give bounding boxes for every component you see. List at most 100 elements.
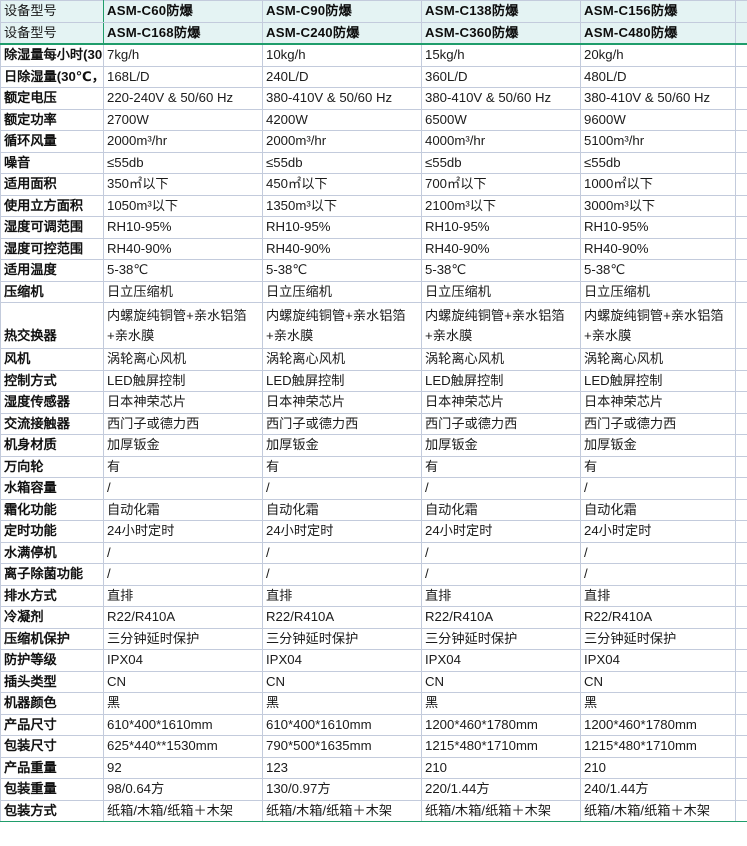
row-value-cell-2: 1350m³以下	[262, 194, 422, 217]
row-value-cell-2: 西门子或德力西	[262, 412, 422, 435]
row-value-cell-2: /	[262, 541, 422, 564]
row-value-cell-1: 西门子或德力西	[103, 412, 263, 435]
row-value-cell-2: 4200W	[262, 108, 422, 131]
row-value-cell-3: RH10-95%	[421, 216, 581, 239]
row-value-cell-4: 内螺旋纯铜管+亲水铝箔+亲水膜	[580, 302, 736, 349]
row-value-cell-1: 黑	[103, 692, 263, 715]
row-value-cell-1: ≤55db	[103, 151, 263, 174]
row-value-cell-3: 6500W	[421, 108, 581, 131]
row-value-cell-1: /	[103, 563, 263, 586]
row-value-cell-2: 24小时定时	[262, 520, 422, 543]
table-body: 设备型号 ASM-C60防爆 ASM-C90防爆 ASM-C138防爆 ASM-C156…	[0, 0, 747, 822]
row-value-cell-5	[735, 455, 747, 478]
table-row: 风机 涡轮离心风机 涡轮离心风机 涡轮离心风机 涡轮离心风机	[0, 348, 747, 371]
row-label-cell: 离子除菌功能	[0, 563, 104, 586]
row-label-cell: 包装尺寸	[0, 735, 104, 758]
row-value-cell-5	[735, 563, 747, 586]
row-value-cell-4: 480L/D	[580, 65, 736, 88]
table-row: 额定电压 220-240V & 50/60 Hz 380-410V & 50/60 …	[0, 87, 747, 110]
row-value-cell-5	[735, 584, 747, 607]
row-value-cell-2: 790*500*1635mm	[262, 735, 422, 758]
row-value-cell-1: R22/R410A	[103, 606, 263, 629]
row-label-cell: 冷凝剂	[0, 606, 104, 629]
row-value-cell-5	[735, 237, 747, 260]
row-value-cell-3: 24小时定时	[421, 520, 581, 543]
row-value-cell-4: /	[580, 541, 736, 564]
row-value-cell-2: IPX04	[262, 649, 422, 672]
header-label-cell: 设备型号	[0, 0, 104, 23]
table-row: 控制方式 LED触屏控制 LED触屏控制 LED触屏控制 LED触屏控制	[0, 369, 747, 392]
specification-table: 设备型号 ASM-C60防爆 ASM-C90防爆 ASM-C138防爆 ASM-C156…	[0, 0, 747, 822]
row-value-cell-4: CN	[580, 670, 736, 693]
row-value-cell-3: /	[421, 541, 581, 564]
table-row: 产品尺寸 610*400*1610mm 610*400*1610mm 1200*460…	[0, 713, 747, 736]
row-value-cell-4: 直排	[580, 584, 736, 607]
table-row: 定时功能 24小时定时 24小时定时 24小时定时 24小时定时	[0, 520, 747, 543]
row-value-cell-3: 有	[421, 455, 581, 478]
row-value-cell-1: 625*440**1530mm	[103, 735, 263, 758]
row-value-cell-3: 700㎡以下	[421, 173, 581, 196]
row-value-cell-1: 日立压缩机	[103, 280, 263, 303]
row-label-cell: 压缩机	[0, 280, 104, 303]
row-label-cell: 防护等级	[0, 649, 104, 672]
row-value-cell-2: 240L/D	[262, 65, 422, 88]
row-value-cell-5	[735, 434, 747, 457]
row-value-cell-2: RH10-95%	[262, 216, 422, 239]
row-value-cell-1: 内螺旋纯铜管+亲水铝箔+亲水膜	[103, 302, 263, 349]
row-value-cell-4: 1215*480*1710mm	[580, 735, 736, 758]
row-value-cell-4: 380-410V & 50/60 Hz	[580, 87, 736, 110]
row-value-cell-4: R22/R410A	[580, 606, 736, 629]
row-value-cell-3: 1200*460*1780mm	[421, 713, 581, 736]
table-row: 湿度传感器 日本神荣芯片 日本神荣芯片 日本神荣芯片 日本神荣芯片	[0, 391, 747, 414]
row-value-cell-5	[735, 173, 747, 196]
row-value-cell-1: 5-38℃	[103, 259, 263, 282]
table-row: 循环风量 2000m³/hr 2000m³/hr 4000m³/hr 5100m³/hr	[0, 130, 747, 153]
row-value-cell-3: 加厚钣金	[421, 434, 581, 457]
row-value-cell-3: 涡轮离心风机	[421, 348, 581, 371]
row-value-cell-1: 2000m³/hr	[103, 130, 263, 153]
row-value-cell-3: /	[421, 563, 581, 586]
row-value-cell-3: 2100m³以下	[421, 194, 581, 217]
row-value-cell-4: 24小时定时	[580, 520, 736, 543]
row-value-cell-5	[735, 194, 747, 217]
row-label-cell: 循环风量	[0, 130, 104, 153]
row-value-cell-5	[735, 108, 747, 131]
table-row: 湿度可控范围 RH40-90% RH40-90% RH40-90% RH40-90%	[0, 237, 747, 260]
table-row: 适用面积 350㎡以下 450㎡以下 700㎡以下 1000㎡以下	[0, 173, 747, 196]
row-value-cell-5	[735, 520, 747, 543]
table-row: 冷凝剂 R22/R410A R22/R410A R22/R410A R22/R410A	[0, 606, 747, 629]
row-value-cell-4: 有	[580, 455, 736, 478]
row-value-cell-3: RH40-90%	[421, 237, 581, 260]
table-header-row: 设备型号 ASM-C60防爆 ASM-C90防爆 ASM-C138防爆 ASM-C156…	[0, 0, 747, 23]
table-row: 机身材质 加厚钣金 加厚钣金 加厚钣金 加厚钣金	[0, 434, 747, 457]
header-model-cell-2: ASM-C240防爆	[262, 21, 422, 45]
row-value-cell-2: 纸箱/木箱/纸箱＋木架	[262, 799, 422, 822]
row-value-cell-1: 350㎡以下	[103, 173, 263, 196]
header-model-cell-4: ASM-C480防爆	[580, 21, 736, 45]
row-value-cell-3: 自动化霜	[421, 498, 581, 521]
row-value-cell-1: 220-240V & 50/60 Hz	[103, 87, 263, 110]
table-row: 排水方式 直排 直排 直排 直排	[0, 584, 747, 607]
row-value-cell-2: 123	[262, 756, 422, 779]
row-value-cell-3: 三分钟延时保护	[421, 627, 581, 650]
row-value-cell-3: 210	[421, 756, 581, 779]
row-label-cell: 霜化功能	[0, 498, 104, 521]
table-header-row: 设备型号 ASM-C168防爆 ASM-C240防爆 ASM-C360防爆 ASM-C4…	[0, 21, 747, 45]
row-value-cell-1: LED触屏控制	[103, 369, 263, 392]
row-value-cell-5	[735, 541, 747, 564]
row-value-cell-2: 2000m³/hr	[262, 130, 422, 153]
row-value-cell-3: ≤55db	[421, 151, 581, 174]
table-row: 包装尺寸 625*440**1530mm 790*500*1635mm 1215*48…	[0, 735, 747, 758]
row-value-cell-2: 日立压缩机	[262, 280, 422, 303]
row-label-cell: 交流接触器	[0, 412, 104, 435]
row-value-cell-5	[735, 498, 747, 521]
row-value-cell-4: 自动化霜	[580, 498, 736, 521]
row-value-cell-4: 1000㎡以下	[580, 173, 736, 196]
row-value-cell-2: 450㎡以下	[262, 173, 422, 196]
row-value-cell-4: RH40-90%	[580, 237, 736, 260]
row-value-cell-2: 5-38℃	[262, 259, 422, 282]
row-value-cell-5	[735, 216, 747, 239]
row-value-cell-2: 内螺旋纯铜管+亲水铝箔+亲水膜	[262, 302, 422, 349]
row-value-cell-5	[735, 391, 747, 414]
row-value-cell-5	[735, 259, 747, 282]
